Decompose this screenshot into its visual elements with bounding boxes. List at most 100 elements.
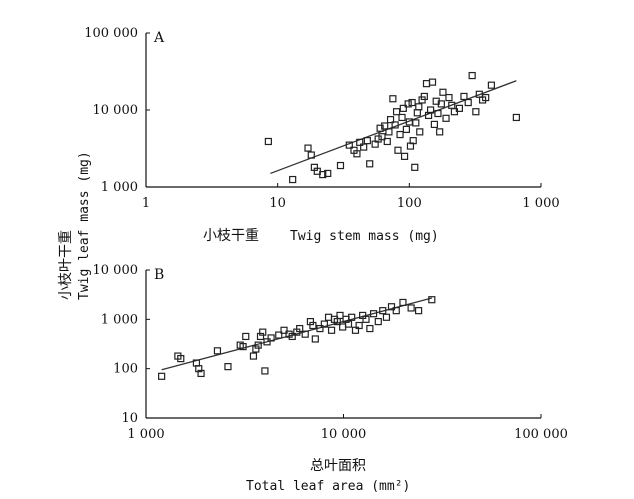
panel-b-data-point (362, 315, 370, 323)
panel-b-data-point (256, 332, 265, 341)
panel-a-data-point (383, 137, 391, 146)
panel-b-ytick-label: 10 (121, 411, 138, 426)
panel-a-data-point (319, 170, 327, 179)
panel-b-data-point (374, 317, 382, 326)
panel-b-data-point (344, 320, 353, 328)
panel-b-data-point (296, 324, 304, 333)
panel-a-ytick-label: 100 000 (84, 26, 138, 41)
panel-a-data-point (378, 133, 386, 141)
panel-b-xlabel-cn: 总叶面积 (310, 458, 366, 474)
panel-a-ytick-label: 10 000 (93, 103, 139, 118)
panel-b-data-point (366, 324, 374, 333)
panel-b-data-point (249, 352, 258, 360)
panel-a-data-point (345, 141, 353, 149)
panel-b: B 1 000 10 000 100 000 10 100 1 000 10 000 总叶面… (93, 263, 568, 494)
panel-a-data-point (436, 128, 444, 136)
shared-ylabel-en: Twig leaf mass (mg) (77, 151, 92, 300)
shared-ylabel: 小枝叶干重 Twig leaf mass (mg) (58, 151, 92, 300)
panel-b-data-point (320, 320, 328, 328)
panel-a-data-point (363, 137, 371, 145)
panel-b-data-point (311, 335, 319, 343)
panel-a-data-point (408, 98, 416, 107)
panel-b-data-point (351, 326, 360, 334)
panel-b-data-point (254, 341, 262, 349)
panel-b-data-point (382, 313, 391, 321)
panel-a-xtick-label: 10 (269, 196, 286, 211)
panel-a-data-point (416, 128, 424, 136)
panel-a-xtick-label: 100 (397, 196, 422, 211)
panel-b-data-point (414, 307, 423, 315)
panel-a-data-point (445, 93, 453, 102)
panel-a-data-point (411, 163, 419, 171)
panel-a-data-point (391, 121, 399, 129)
shared-ylabel-cn: 小枝叶干重 (58, 230, 74, 300)
panel-b-data-point (252, 345, 260, 353)
panel-a-data-point (442, 114, 450, 122)
panel-a-data-point (413, 109, 421, 117)
panel-a-data-point (512, 113, 520, 122)
panel-a-data-point (386, 116, 395, 124)
panel-b-data-point (267, 334, 275, 342)
panel-a-data-point (472, 108, 480, 116)
panel-b-label: B (154, 267, 164, 283)
panel-b-data-point (177, 354, 185, 363)
panel-b-xtick-label: 100 000 (514, 427, 568, 442)
panel-b-data-point (392, 307, 400, 315)
panel-a-data-point (389, 95, 397, 103)
panel-a-regression-line (270, 80, 517, 175)
panel-a-data-point (409, 137, 417, 145)
panel-b-data-point (387, 303, 396, 311)
panel-a-data-point (420, 92, 428, 101)
panel-a-xtick-label: 1 000 (522, 196, 559, 211)
panel-b-data-point (242, 332, 250, 341)
panel-a-xlabel-cn: 小枝干重 (203, 228, 259, 244)
panel-b-data-point (355, 321, 363, 330)
panel-b-data-point (399, 298, 407, 307)
panel-a-data-point (381, 122, 389, 130)
panel-a-data-point (360, 143, 368, 151)
panel-b-data-point (224, 363, 232, 371)
panel-b-data-point (379, 307, 387, 315)
panel-a-data-point (422, 80, 431, 88)
panel-a-data-point (428, 78, 437, 86)
panel-b-data-point (213, 347, 222, 355)
panel-b-data-point (195, 365, 203, 373)
panel-a-data-point (404, 100, 412, 108)
panel-b-xlabel-en: Total leaf area (mm²) (246, 479, 410, 494)
panel-a-data-point (402, 125, 411, 133)
panel-a-data-point (455, 104, 463, 112)
panel-b-data-point (348, 313, 356, 321)
panel-a-data-point (400, 152, 409, 160)
panel-a-data-point (434, 109, 442, 118)
panel-b-data-point (369, 310, 378, 318)
panel-b-data-point (259, 328, 267, 336)
panel-b-ytick-label: 10 000 (93, 263, 139, 278)
panel-a-data-point (366, 160, 374, 168)
panel-b-data-point (275, 331, 283, 339)
panel-a-data-point (385, 128, 393, 136)
panel-a-label: A (153, 30, 165, 46)
panel-a-data-point (415, 103, 423, 111)
panel-b-ytick-label: 1 000 (101, 312, 138, 327)
panel-a-data-point (307, 151, 315, 159)
panel-b-data-point (197, 369, 205, 378)
panel-a-data-point (374, 135, 382, 143)
panel-b-data-point (288, 332, 296, 341)
panel-b-data-point (324, 313, 333, 321)
panel-a-data-point (464, 98, 472, 107)
panel-b-data-point (263, 338, 271, 346)
panel-a-data-point (336, 161, 345, 170)
panel-b-data-point (428, 296, 436, 304)
panel-a-data-point (392, 108, 401, 116)
panel-a-data-point (439, 88, 447, 96)
panel-b-xtick-label: 10 000 (321, 427, 367, 442)
panel-b-regression-line (161, 297, 432, 371)
panel-a-data-point (468, 71, 476, 80)
panel-a-data-point (394, 146, 402, 154)
panel-a-xlabel-en: Twig stem mass (mg) (290, 229, 439, 244)
panel-a-data-point (430, 120, 438, 129)
panel-b-data-point (316, 324, 324, 333)
panel-b-data-point (239, 343, 247, 351)
panel-b-data-point (301, 330, 309, 338)
